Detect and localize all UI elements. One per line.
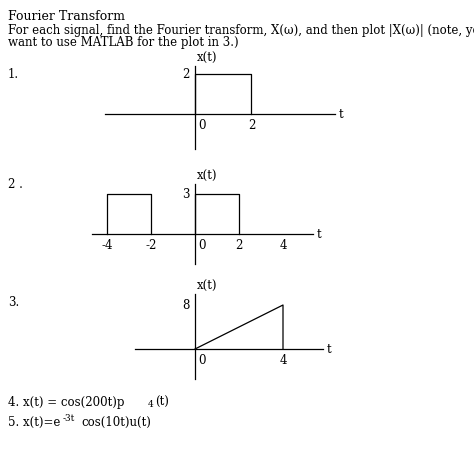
Text: 4: 4	[148, 399, 154, 408]
Text: 2: 2	[248, 119, 255, 132]
Text: x(t): x(t)	[197, 52, 218, 65]
Text: For each signal, find the Fourier transform, X(ω), and then plot |X(ω)| (note, y: For each signal, find the Fourier transf…	[8, 24, 474, 37]
Text: cos(10t)u(t): cos(10t)u(t)	[81, 415, 151, 428]
Text: -4: -4	[101, 239, 113, 252]
Text: x(t): x(t)	[197, 279, 218, 292]
Text: Fourier Transform: Fourier Transform	[8, 10, 125, 23]
Text: 0: 0	[198, 353, 206, 366]
Text: 3: 3	[182, 188, 190, 201]
Text: 4. x(t) = cos(200t)p: 4. x(t) = cos(200t)p	[8, 395, 125, 408]
Text: 0: 0	[198, 239, 206, 252]
Text: 2: 2	[182, 69, 190, 81]
Text: 1.: 1.	[8, 68, 19, 81]
Text: t: t	[327, 343, 332, 356]
Text: t: t	[317, 228, 322, 241]
Text: t: t	[339, 108, 344, 121]
Text: 8: 8	[182, 299, 190, 312]
Text: 2: 2	[235, 239, 243, 252]
Text: 2 .: 2 .	[8, 178, 23, 191]
Text: 4: 4	[279, 353, 287, 366]
Text: -3t: -3t	[63, 413, 75, 422]
Text: (t): (t)	[155, 395, 169, 408]
Text: want to use MATLAB for the plot in 3.): want to use MATLAB for the plot in 3.)	[8, 36, 238, 49]
Text: 0: 0	[198, 119, 206, 132]
Text: -2: -2	[146, 239, 157, 252]
Text: 5. x(t)=e: 5. x(t)=e	[8, 415, 60, 428]
Text: 4: 4	[279, 239, 287, 252]
Text: x(t): x(t)	[197, 170, 218, 183]
Text: 3.: 3.	[8, 295, 19, 308]
